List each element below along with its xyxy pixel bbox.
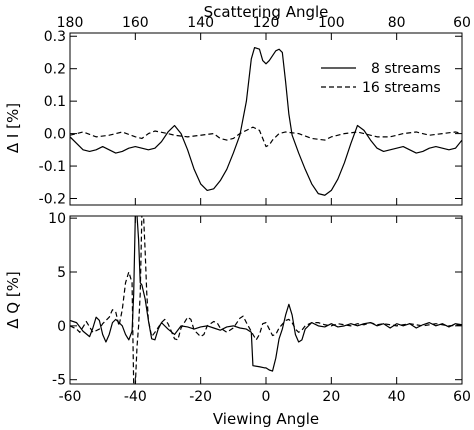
legend-label-16-streams: 16 streams (362, 80, 441, 96)
bottom-x-tick-label: 60 (453, 389, 471, 405)
bottom-panel: Δ Q [%] Viewing Angle 10 5 0 -5-60 -40 -20 0 20… (4, 211, 471, 428)
top-y-tick-label: 0.0 (44, 127, 66, 143)
bottom-x-tick-label: 20 (322, 389, 340, 405)
bottom-x-tick-label: -40 (124, 389, 147, 405)
bottom-y-tick-label: 5 (57, 265, 66, 281)
bottom-series-group (70, 216, 462, 384)
top-plot-frame (69, 32, 463, 206)
bottom-y-axis-title: Δ Q [%] (4, 271, 22, 329)
top-y-tick-label: -0.1 (39, 159, 66, 175)
top-top-x-tick-label: 100 (318, 15, 345, 31)
top-top-x-tick-label: 140 (187, 15, 214, 31)
bottom-series-16-streams (70, 216, 462, 384)
bottom-x-tick-label: 0 (262, 389, 271, 405)
top-axis-title: Scattering Angle (204, 3, 329, 21)
bottom-x-tick-label: -20 (189, 389, 212, 405)
top-series-group (70, 47, 462, 196)
top-top-x-tick-label: 160 (122, 15, 149, 31)
bottom-plot-frame (69, 215, 463, 385)
top-y-tick-label: 0.1 (44, 94, 66, 110)
legend-label-8-streams: 8 streams (371, 61, 441, 77)
bottom-x-tick-label: -60 (59, 389, 82, 405)
top-ticks: 0.3 0.2 0.1 0.0 -0.1 -0.2 180 160 140 120 100 80 60 (39, 15, 471, 208)
legend: 8 streams 16 streams (321, 61, 441, 96)
bottom-y-tick-label: 10 (48, 211, 66, 227)
bottom-y-tick-label: -5 (52, 373, 66, 389)
top-y-axis-title: Δ I [%] (4, 103, 22, 153)
top-panel: Scattering Angle Δ I [%] 0.3 0.2 0.1 0.0 -0.… (4, 3, 471, 208)
bottom-ticks: 10 5 0 -5-60 -40 -20 0 20 40 60 (48, 211, 471, 405)
bottom-x-axis-title: Viewing Angle (213, 410, 319, 428)
top-top-x-tick-label: 180 (57, 15, 84, 31)
bottom-y-tick-label: 0 (57, 319, 66, 335)
top-y-tick-label: -0.2 (39, 192, 66, 208)
top-y-tick-label: 0.3 (44, 29, 66, 45)
top-top-x-tick-label: 120 (253, 15, 280, 31)
bottom-series-8-streams (70, 216, 462, 372)
top-series-16-streams (70, 126, 462, 148)
top-y-tick-label: 0.2 (44, 62, 66, 78)
top-top-x-tick-label: 60 (453, 15, 471, 31)
top-series-8-streams (70, 47, 462, 196)
bottom-x-tick-label: 40 (388, 389, 406, 405)
top-top-x-tick-label: 80 (388, 15, 406, 31)
